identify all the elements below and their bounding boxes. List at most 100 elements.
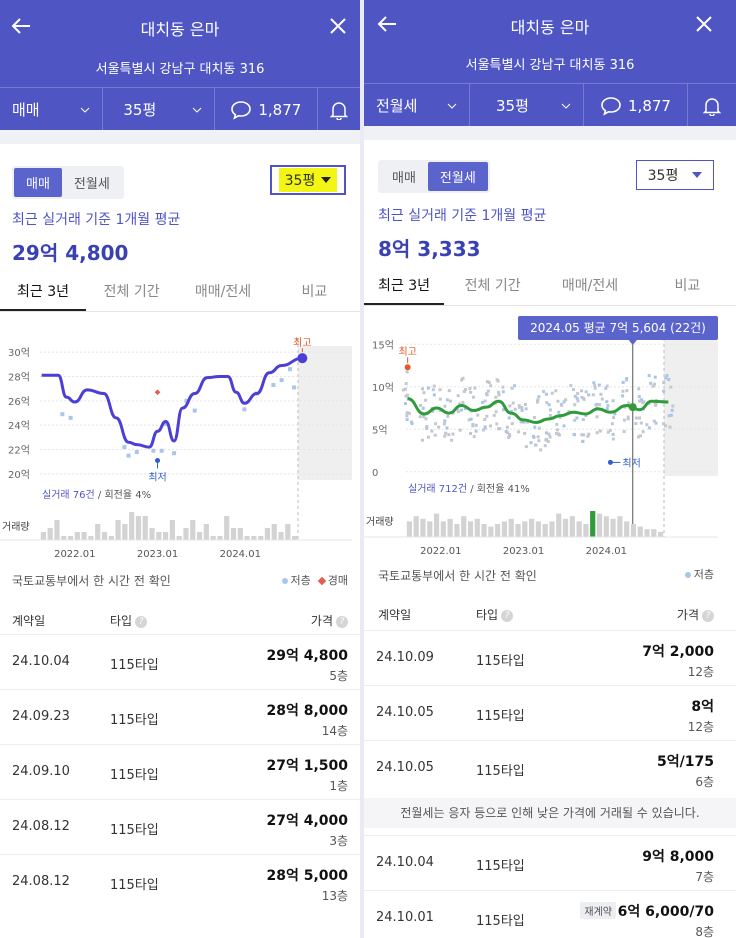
arrow-left-icon[interactable] <box>374 10 402 38</box>
alarm-button[interactable] <box>688 84 736 127</box>
average-caption: 최근 실거래 기준 1개월 평균 <box>12 212 181 228</box>
transaction-point <box>473 386 477 390</box>
transaction-point <box>547 432 551 436</box>
contract-date: 24.10.09 <box>376 650 434 665</box>
col-price: 가격? <box>677 606 714 623</box>
transaction-point <box>485 392 489 396</box>
transaction-point <box>611 399 615 403</box>
volume-bar <box>203 524 209 540</box>
size-dropdown[interactable]: 35평 <box>270 165 346 195</box>
transaction-point <box>580 395 584 399</box>
size-select[interactable]: 35평 <box>103 88 215 131</box>
table-row[interactable]: 24.08.12 115타입 27억 4,000 3층 <box>0 799 360 854</box>
transaction-point <box>638 399 642 403</box>
question-circle-icon[interactable]: ? <box>702 610 714 622</box>
transaction-point <box>573 394 577 398</box>
price-chart[interactable]: 30억 28억 26억 24억 22억 20억 2022.01 2023.01 2024.01 최… <box>0 320 360 565</box>
transaction-point <box>634 422 638 426</box>
transaction-point <box>434 422 438 426</box>
transaction-point <box>426 435 430 439</box>
transaction-point <box>613 412 617 416</box>
tab-all-period[interactable]: 전체 기간 <box>464 278 521 294</box>
comments-button[interactable]: 1,877 <box>584 84 688 127</box>
close-x-icon[interactable] <box>326 14 350 38</box>
tab-compare[interactable]: 비교 <box>301 284 328 300</box>
triangle-down-icon <box>321 177 332 183</box>
col-price-label: 가격 <box>676 608 699 622</box>
transaction-point <box>536 435 540 439</box>
transaction-point <box>443 404 447 408</box>
transaction-point <box>495 378 499 382</box>
volume-bar <box>562 518 569 537</box>
tab-recent-3y[interactable]: 최근 3년 <box>364 266 444 305</box>
table-row[interactable]: 24.09.10 115타입 27억 1,500 1층 <box>0 744 360 799</box>
table-row[interactable]: 24.10.04 115타입 9억 8,000 7층 <box>364 835 736 890</box>
question-circle-icon[interactable]: ? <box>336 616 348 628</box>
table-row[interactable]: 24.10.04 115타입 29억 4,800 5층 <box>0 634 360 689</box>
transaction-point <box>582 433 586 437</box>
volume-bar <box>230 528 237 540</box>
transaction-point <box>573 433 577 437</box>
arrow-left-icon[interactable] <box>8 12 36 40</box>
transaction-point <box>598 429 602 433</box>
size-select[interactable]: 35평 <box>470 84 584 127</box>
chevron-down-icon <box>81 107 90 113</box>
future-shade <box>298 346 352 480</box>
close-x-icon[interactable] <box>692 12 716 36</box>
table-row[interactable]: 24.10.05 115타입 5억/175 6층 <box>364 740 736 795</box>
volume-bar <box>169 520 175 540</box>
unit-type: 115타입 <box>476 764 525 779</box>
transaction-point <box>634 416 638 420</box>
volume-bar <box>142 516 148 540</box>
transaction-point <box>525 420 529 424</box>
question-circle-icon[interactable]: ? <box>135 616 148 628</box>
table-row[interactable]: 24.08.12 115타입 28억 5,000 13층 <box>0 854 360 909</box>
table-row[interactable]: 24.10.01 115타입 6억 6,000/70 8층 재계약 <box>364 890 736 938</box>
table-row[interactable]: 24.10.09 115타입 7억 2,000 12층 <box>364 630 736 685</box>
unit-type: 115타입 <box>476 654 525 669</box>
tab-sale-vs-jeonse[interactable]: 매매/전세 <box>561 278 619 294</box>
high-label: 최고 <box>398 346 416 358</box>
transaction-point <box>554 389 558 393</box>
transaction-point <box>669 413 673 417</box>
y-tick-label: 15억 <box>372 339 394 351</box>
tab-recent-3y[interactable]: 최근 3년 <box>0 272 86 311</box>
transaction-point <box>494 395 498 399</box>
tab-sale-vs-jeonse[interactable]: 매매/전세 <box>194 284 252 300</box>
volume-bar <box>108 536 114 540</box>
transaction-point <box>582 397 586 401</box>
transaction-point <box>562 424 566 428</box>
transaction-point <box>591 393 595 397</box>
question-circle-icon[interactable]: ? <box>501 610 514 622</box>
deal-type-select[interactable]: 전월세 <box>364 84 470 127</box>
price: 9억 8,000 <box>642 849 714 865</box>
volume-bar <box>624 521 630 537</box>
transaction-point <box>652 419 656 423</box>
table-row[interactable]: 24.09.23 115타입 28억 8,000 14층 <box>0 689 360 744</box>
low-floor-point <box>134 449 139 454</box>
low-floor-point <box>242 407 247 412</box>
transaction-point <box>468 386 472 390</box>
size-dropdown[interactable]: 35평 <box>636 160 714 190</box>
tab-sale[interactable]: 매매 <box>392 171 416 186</box>
volume-bar <box>461 516 467 537</box>
transaction-point <box>547 403 551 407</box>
tab-rent[interactable]: 전월세 <box>427 162 488 191</box>
transaction-point <box>420 438 424 442</box>
volume-bar <box>115 520 121 540</box>
tab-sale[interactable]: 매매 <box>14 168 62 197</box>
transaction-point <box>550 391 554 395</box>
alarm-button[interactable] <box>318 88 360 131</box>
tab-rent[interactable]: 전월세 <box>73 177 110 192</box>
comments-button[interactable]: 1,877 <box>215 88 319 131</box>
transaction-point <box>662 389 666 393</box>
table-row[interactable]: 24.10.05 115타입 8억 12층 <box>364 685 736 740</box>
transaction-point <box>458 428 462 432</box>
deal-type-select[interactable]: 매매 <box>0 88 104 131</box>
tab-compare[interactable]: 비교 <box>674 278 701 294</box>
floor: 13층 <box>321 889 348 903</box>
tab-all-period[interactable]: 전체 기간 <box>103 284 160 300</box>
transaction-point <box>654 421 658 425</box>
transaction-point <box>612 416 616 420</box>
